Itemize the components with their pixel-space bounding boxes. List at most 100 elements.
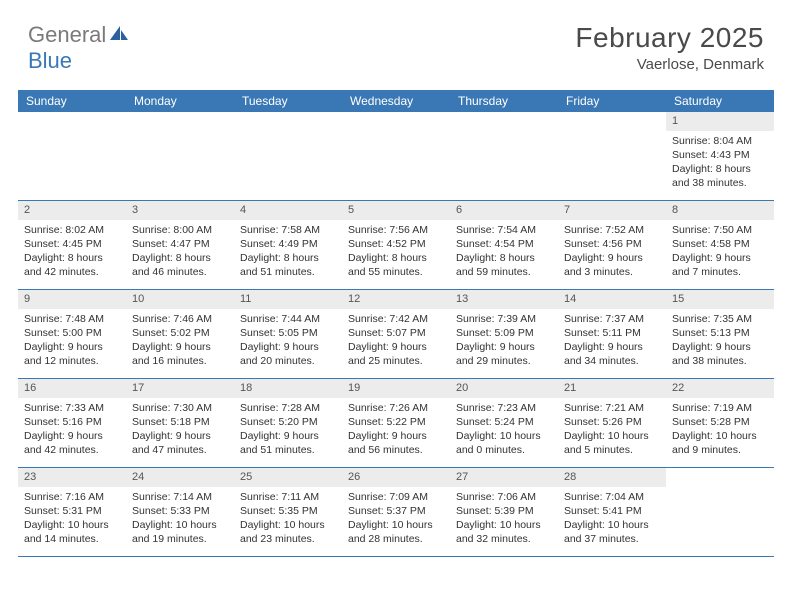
- day-cell: [18, 112, 126, 200]
- day-cell: 2Sunrise: 8:02 AMSunset: 4:45 PMDaylight…: [18, 201, 126, 289]
- day-line: Daylight: 9 hours and 47 minutes.: [132, 429, 228, 457]
- day-number: 20: [450, 379, 558, 398]
- day-line: Sunrise: 7:52 AM: [564, 223, 660, 237]
- day-body: Sunrise: 8:00 AMSunset: 4:47 PMDaylight:…: [126, 220, 234, 286]
- sail-icon: [108, 24, 130, 42]
- day-line: Sunset: 5:31 PM: [24, 504, 120, 518]
- day-line: Daylight: 9 hours and 12 minutes.: [24, 340, 120, 368]
- location: Vaerlose, Denmark: [575, 56, 764, 73]
- day-cell: 19Sunrise: 7:26 AMSunset: 5:22 PMDayligh…: [342, 379, 450, 467]
- day-body: [558, 131, 666, 140]
- day-body: Sunrise: 7:56 AMSunset: 4:52 PMDaylight:…: [342, 220, 450, 286]
- day-body: Sunrise: 7:46 AMSunset: 5:02 PMDaylight:…: [126, 309, 234, 375]
- day-line: Sunset: 4:47 PM: [132, 237, 228, 251]
- day-cell: 4Sunrise: 7:58 AMSunset: 4:49 PMDaylight…: [234, 201, 342, 289]
- day-line: Sunrise: 8:00 AM: [132, 223, 228, 237]
- day-line: Sunset: 4:54 PM: [456, 237, 552, 251]
- day-line: Sunset: 4:56 PM: [564, 237, 660, 251]
- day-number: 2: [18, 201, 126, 220]
- day-line: Sunset: 4:52 PM: [348, 237, 444, 251]
- day-line: Daylight: 8 hours and 42 minutes.: [24, 251, 120, 279]
- day-number: 11: [234, 290, 342, 309]
- weekday-label: Tuesday: [234, 90, 342, 112]
- day-number: 26: [342, 468, 450, 487]
- day-number: 9: [18, 290, 126, 309]
- day-line: Sunset: 5:18 PM: [132, 415, 228, 429]
- day-line: Sunrise: 7:19 AM: [672, 401, 768, 415]
- day-number: 12: [342, 290, 450, 309]
- day-body: Sunrise: 7:06 AMSunset: 5:39 PMDaylight:…: [450, 487, 558, 553]
- day-line: Daylight: 10 hours and 23 minutes.: [240, 518, 336, 546]
- weekday-label: Sunday: [18, 90, 126, 112]
- day-line: Sunrise: 7:04 AM: [564, 490, 660, 504]
- day-body: Sunrise: 7:48 AMSunset: 5:00 PMDaylight:…: [18, 309, 126, 375]
- day-cell: 11Sunrise: 7:44 AMSunset: 5:05 PMDayligh…: [234, 290, 342, 378]
- day-cell: 20Sunrise: 7:23 AMSunset: 5:24 PMDayligh…: [450, 379, 558, 467]
- day-number: 28: [558, 468, 666, 487]
- day-body: Sunrise: 7:35 AMSunset: 5:13 PMDaylight:…: [666, 309, 774, 375]
- title-block: February 2025 Vaerlose, Denmark: [575, 22, 764, 73]
- day-line: Daylight: 9 hours and 56 minutes.: [348, 429, 444, 457]
- day-line: Sunrise: 7:28 AM: [240, 401, 336, 415]
- day-number: 10: [126, 290, 234, 309]
- day-line: Sunset: 5:28 PM: [672, 415, 768, 429]
- day-body: Sunrise: 7:37 AMSunset: 5:11 PMDaylight:…: [558, 309, 666, 375]
- weekday-label: Friday: [558, 90, 666, 112]
- day-cell: 9Sunrise: 7:48 AMSunset: 5:00 PMDaylight…: [18, 290, 126, 378]
- day-number: 22: [666, 379, 774, 398]
- day-cell: 18Sunrise: 7:28 AMSunset: 5:20 PMDayligh…: [234, 379, 342, 467]
- day-line: Daylight: 9 hours and 16 minutes.: [132, 340, 228, 368]
- day-line: Daylight: 10 hours and 9 minutes.: [672, 429, 768, 457]
- day-line: Daylight: 9 hours and 29 minutes.: [456, 340, 552, 368]
- weekday-header: SundayMondayTuesdayWednesdayThursdayFrid…: [18, 90, 774, 112]
- day-body: Sunrise: 7:28 AMSunset: 5:20 PMDaylight:…: [234, 398, 342, 464]
- day-line: Sunrise: 7:33 AM: [24, 401, 120, 415]
- day-line: Daylight: 10 hours and 14 minutes.: [24, 518, 120, 546]
- calendar: SundayMondayTuesdayWednesdayThursdayFrid…: [18, 90, 774, 557]
- day-line: Sunrise: 7:26 AM: [348, 401, 444, 415]
- day-line: Daylight: 8 hours and 59 minutes.: [456, 251, 552, 279]
- day-cell: 7Sunrise: 7:52 AMSunset: 4:56 PMDaylight…: [558, 201, 666, 289]
- day-body: Sunrise: 7:19 AMSunset: 5:28 PMDaylight:…: [666, 398, 774, 464]
- day-line: Sunset: 5:37 PM: [348, 504, 444, 518]
- day-number: 7: [558, 201, 666, 220]
- week-row: 1Sunrise: 8:04 AMSunset: 4:43 PMDaylight…: [18, 112, 774, 201]
- day-line: Daylight: 9 hours and 34 minutes.: [564, 340, 660, 368]
- day-body: Sunrise: 7:30 AMSunset: 5:18 PMDaylight:…: [126, 398, 234, 464]
- day-line: Sunset: 5:00 PM: [24, 326, 120, 340]
- day-cell: 15Sunrise: 7:35 AMSunset: 5:13 PMDayligh…: [666, 290, 774, 378]
- day-line: Sunrise: 7:46 AM: [132, 312, 228, 326]
- day-number: 8: [666, 201, 774, 220]
- day-line: Sunset: 5:35 PM: [240, 504, 336, 518]
- day-body: [450, 131, 558, 140]
- day-line: Sunset: 5:07 PM: [348, 326, 444, 340]
- day-cell: 13Sunrise: 7:39 AMSunset: 5:09 PMDayligh…: [450, 290, 558, 378]
- day-line: Daylight: 9 hours and 7 minutes.: [672, 251, 768, 279]
- day-number: 17: [126, 379, 234, 398]
- day-line: Sunrise: 8:04 AM: [672, 134, 768, 148]
- day-line: Sunrise: 7:56 AM: [348, 223, 444, 237]
- day-line: Daylight: 9 hours and 42 minutes.: [24, 429, 120, 457]
- day-body: Sunrise: 7:58 AMSunset: 4:49 PMDaylight:…: [234, 220, 342, 286]
- day-line: Daylight: 10 hours and 0 minutes.: [456, 429, 552, 457]
- day-line: Sunrise: 7:30 AM: [132, 401, 228, 415]
- day-line: Sunset: 5:24 PM: [456, 415, 552, 429]
- day-cell: 25Sunrise: 7:11 AMSunset: 5:35 PMDayligh…: [234, 468, 342, 556]
- day-number: 13: [450, 290, 558, 309]
- day-body: [234, 131, 342, 140]
- day-line: Sunrise: 7:58 AM: [240, 223, 336, 237]
- day-body: Sunrise: 7:54 AMSunset: 4:54 PMDaylight:…: [450, 220, 558, 286]
- logo: General Blue: [28, 22, 130, 74]
- day-body: Sunrise: 7:11 AMSunset: 5:35 PMDaylight:…: [234, 487, 342, 553]
- day-line: Daylight: 9 hours and 20 minutes.: [240, 340, 336, 368]
- day-cell: 22Sunrise: 7:19 AMSunset: 5:28 PMDayligh…: [666, 379, 774, 467]
- day-cell: 6Sunrise: 7:54 AMSunset: 4:54 PMDaylight…: [450, 201, 558, 289]
- day-number: 14: [558, 290, 666, 309]
- day-line: Sunset: 4:43 PM: [672, 148, 768, 162]
- day-number: 1: [666, 112, 774, 131]
- day-cell: 14Sunrise: 7:37 AMSunset: 5:11 PMDayligh…: [558, 290, 666, 378]
- day-line: Sunset: 5:26 PM: [564, 415, 660, 429]
- day-body: Sunrise: 7:09 AMSunset: 5:37 PMDaylight:…: [342, 487, 450, 553]
- day-line: Sunrise: 7:16 AM: [24, 490, 120, 504]
- day-line: Sunrise: 7:14 AM: [132, 490, 228, 504]
